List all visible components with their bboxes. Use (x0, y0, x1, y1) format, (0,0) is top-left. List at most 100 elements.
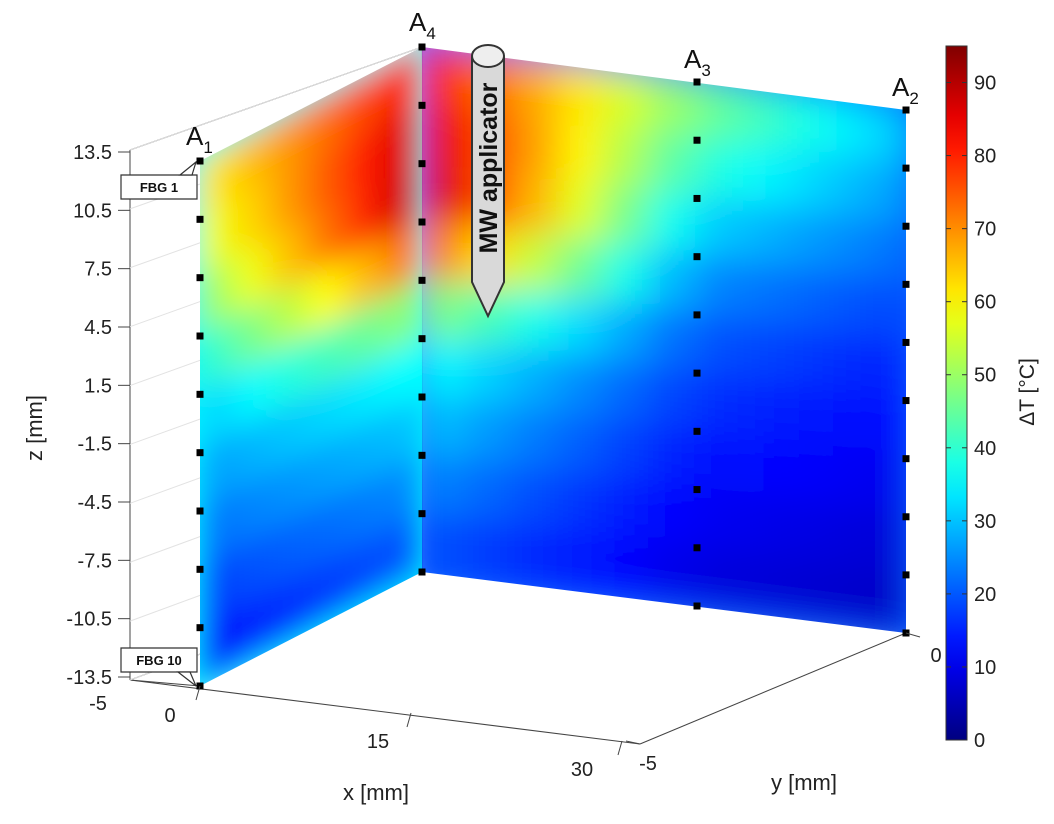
heat-cell (382, 450, 422, 538)
heat-cell (868, 101, 906, 172)
heat-cell (510, 463, 563, 535)
heat-cell (798, 208, 840, 279)
heat-cell (868, 450, 906, 521)
heat-cell (422, 335, 471, 407)
heat-cell (868, 218, 906, 288)
fbg-marker (902, 222, 910, 230)
fbg-marker (902, 106, 910, 114)
heat-cell (648, 538, 700, 610)
heat-cell (648, 480, 700, 552)
y-tick-labels: -5 0 (625, 632, 942, 775)
heat-cell (833, 504, 875, 574)
heat-cell (464, 341, 517, 412)
z-tick-label: 13.5 (73, 142, 112, 164)
heat-cell (510, 171, 563, 243)
y-axis-label: y [mm] (771, 770, 837, 795)
heat-cell (694, 195, 735, 265)
heat-cell (602, 416, 655, 488)
heat-cell (763, 87, 805, 158)
heat-cell (382, 392, 422, 480)
heat-cell (464, 457, 517, 529)
heat-cell (868, 160, 906, 230)
mw-applicator: MW applicator (471, 44, 505, 319)
heat-cell (798, 92, 840, 163)
z-tick-labels: 13.5 10.5 7.5 4.5 1.5 -1.5 -4.5 -7.5 -10.5 -13.5 (66, 142, 130, 689)
heat-cell (556, 235, 609, 307)
applicator-cap (471, 44, 505, 68)
array-label: A1 (186, 121, 213, 157)
colorbar-tick-label: 70 (974, 219, 996, 241)
heat-cell (763, 320, 805, 391)
fbg-marker (196, 565, 204, 573)
z-tick-label: -4.5 (78, 492, 112, 514)
colorbar-tick-label: 90 (974, 73, 996, 95)
heat-cell (556, 61, 609, 132)
heat-cell (833, 387, 875, 458)
heat-cell (648, 72, 700, 144)
heat-cell (382, 333, 422, 421)
fbg-marker (693, 194, 701, 202)
heat-cell (798, 150, 840, 221)
heat-cell (728, 83, 770, 153)
fbg-1-callout: FBG 1 (120, 160, 198, 200)
fbg-marker (902, 397, 910, 405)
heat-cell (868, 392, 906, 463)
fbg-marker (418, 335, 426, 343)
heat-cell (422, 47, 471, 115)
fbg-marker (902, 280, 910, 288)
heat-cell (510, 230, 563, 302)
x-tick-label: 15 (367, 731, 389, 753)
heat-cell (763, 204, 805, 274)
fbg-marker (693, 78, 701, 86)
fbg-marker (693, 311, 701, 319)
x-tick-mark (617, 740, 623, 756)
heat-cell (602, 358, 655, 430)
heat-cell (510, 55, 563, 127)
array-label: A4 (409, 7, 436, 43)
heat-cell (510, 346, 563, 418)
colorbar-tick-label: 40 (974, 438, 996, 460)
heat-cell (382, 158, 422, 246)
fbg-marker (693, 136, 701, 144)
x-axis-label: x [mm] (343, 780, 409, 805)
heat-cell (694, 78, 735, 149)
heat-cell (602, 299, 655, 371)
fbg-marker (693, 369, 701, 377)
fbg-marker (418, 43, 426, 51)
z-tick-label: -10.5 (66, 609, 112, 631)
heat-cell (728, 548, 770, 619)
heat-cell (648, 422, 700, 493)
heat-cell (510, 288, 563, 360)
heat-cell (556, 294, 609, 366)
z-tick-label: -13.5 (66, 667, 112, 689)
heat-cell (728, 199, 770, 270)
heat-cell (602, 183, 655, 255)
heat-cell (648, 189, 700, 261)
heat-cell (602, 474, 655, 546)
y-tick-mark (905, 632, 921, 638)
heat-cell (694, 311, 735, 382)
fbg-marker (418, 160, 426, 168)
fbg-marker (418, 218, 426, 226)
array-label: A2 (892, 72, 919, 108)
heat-cell (648, 247, 700, 319)
heat-cell (694, 253, 735, 323)
heat-cell (798, 441, 840, 512)
heat-cell (510, 113, 563, 185)
heat-cell (556, 177, 609, 249)
colorbar-label: ΔT [°C] (1016, 358, 1039, 426)
heat-cell (798, 267, 840, 337)
fbg-marker (196, 215, 204, 223)
colorbar-tick-label: 0 (974, 730, 985, 752)
fbg-marker (902, 513, 910, 521)
fbg-marker (418, 451, 426, 459)
fbg-marker (196, 332, 204, 340)
fbg-10-callout: FBG 10 (120, 647, 198, 687)
heat-cell (422, 160, 471, 232)
heat-cell (510, 521, 563, 593)
heat-cell (728, 374, 770, 444)
heat-cell (833, 446, 875, 516)
fbg-marker (693, 486, 701, 494)
